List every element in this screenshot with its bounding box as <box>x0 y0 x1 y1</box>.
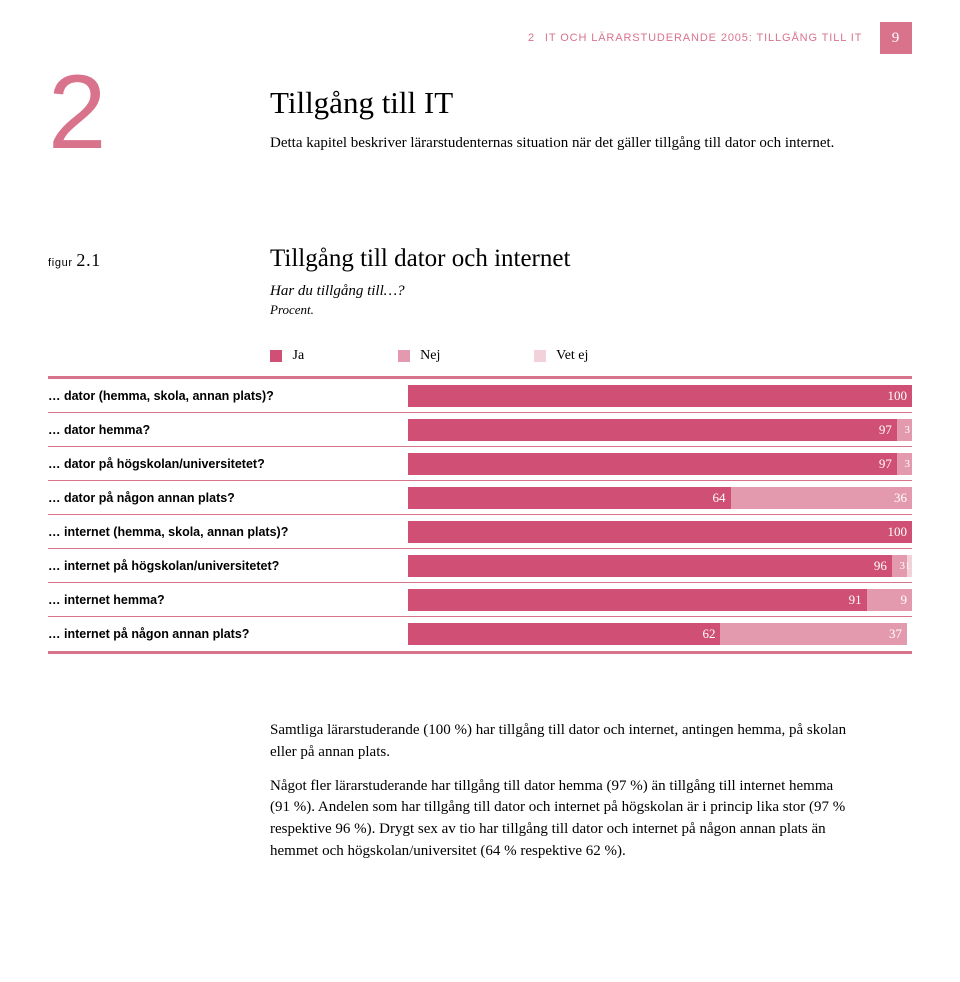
chart-row-label: … dator på högskolan/universitetet? <box>48 457 408 471</box>
chart-segment-ja: 97 <box>408 419 897 441</box>
chart-row: … internet på högskolan/universitetet?96… <box>48 549 912 583</box>
figure-question: Har du tillgång till…? <box>270 283 850 300</box>
figure-title: Tillgång till dator och internet <box>270 245 850 273</box>
chart-row-label: … dator hemma? <box>48 423 408 437</box>
chart-bar: 100 <box>408 521 912 543</box>
chart-row-label: … dator på någon annan plats? <box>48 491 408 505</box>
chart-bar: 973 <box>408 453 912 475</box>
chart-segment-ja: 62 <box>408 623 720 645</box>
chart-segment-ja: 91 <box>408 589 867 611</box>
legend-item-nej: Nej <box>398 348 444 363</box>
chart-row: … dator hemma?973 <box>48 413 912 447</box>
chapter-number: 2 <box>528 32 535 44</box>
legend-item-ja: Ja <box>270 348 308 363</box>
body-text: Samtliga lärarstuderande (100 %) har til… <box>270 720 850 875</box>
chart-row-label: … internet på högskolan/universitetet? <box>48 559 408 573</box>
chart-row: … dator (hemma, skola, annan plats)?100 <box>48 379 912 413</box>
chart-row: … internet (hemma, skola, annan plats)?1… <box>48 515 912 549</box>
section-title: Tillgång till IT <box>270 85 850 121</box>
bar-chart: … dator (hemma, skola, annan plats)?100…… <box>48 376 912 654</box>
legend-swatch-nej <box>398 350 410 362</box>
figure-label-prefix: figur <box>48 257 73 269</box>
chart-bar: 6237 <box>408 623 912 645</box>
chapter-running-title: IT OCH LÄRARSTUDERANDE 2005: TILLGÅNG TI… <box>545 32 862 44</box>
chart-bar: 9631 <box>408 555 912 577</box>
section-intro: Tillgång till IT Detta kapitel beskriver… <box>270 85 850 155</box>
chart-segment-vetej: 1 <box>907 555 912 577</box>
chart-segment-nej: 3 <box>897 453 912 475</box>
legend-swatch-vetej <box>534 350 546 362</box>
chart-segment-ja: 100 <box>408 521 912 543</box>
chart-segment-nej: 37 <box>720 623 906 645</box>
legend-item-vetej: Vet ej <box>534 348 589 363</box>
chart-row-label: … internet hemma? <box>48 593 408 607</box>
figure-header: Tillgång till dator och internet Har du … <box>270 245 850 318</box>
legend-label-vetej: Vet ej <box>556 348 588 363</box>
chart-row-label: … internet (hemma, skola, annan plats)? <box>48 525 408 539</box>
chart-segment-nej: 3 <box>897 419 912 441</box>
chart-row-label: … internet på någon annan plats? <box>48 627 408 641</box>
chart-segment-ja: 96 <box>408 555 892 577</box>
legend-label-nej: Nej <box>420 348 440 363</box>
chart-row: … dator på högskolan/universitetet?973 <box>48 447 912 481</box>
chart-bar: 100 <box>408 385 912 407</box>
chart-row: … internet hemma?919 <box>48 583 912 617</box>
chart-bar: 919 <box>408 589 912 611</box>
body-paragraph-2: Något fler lärarstuderande har tillgång … <box>270 776 850 863</box>
chart-row: … dator på någon annan plats?6436 <box>48 481 912 515</box>
page-number-box: 9 <box>880 22 912 54</box>
section-intro-text: Detta kapitel beskriver lärarstudenterna… <box>270 133 850 155</box>
chart-segment-ja: 64 <box>408 487 731 509</box>
chart-row-label: … dator (hemma, skola, annan plats)? <box>48 389 408 403</box>
chart-segment-nej: 3 <box>892 555 907 577</box>
chart-segment-ja: 97 <box>408 453 897 475</box>
chart-bar: 973 <box>408 419 912 441</box>
figure-legend: Ja Nej Vet ej <box>270 348 678 364</box>
chart-bar: 6436 <box>408 487 912 509</box>
chart-segment-nej: 9 <box>867 589 912 611</box>
legend-swatch-ja <box>270 350 282 362</box>
figure-label-number: 2.1 <box>76 250 100 270</box>
figure-label: figur 2.1 <box>48 250 101 271</box>
section-number-large: 2 <box>48 60 106 165</box>
running-head: 2 IT OCH LÄRARSTUDERANDE 2005: TILLGÅNG … <box>528 22 912 54</box>
legend-label-ja: Ja <box>293 348 305 363</box>
body-paragraph-1: Samtliga lärarstuderande (100 %) har til… <box>270 720 850 764</box>
chart-segment-nej: 36 <box>731 487 912 509</box>
chart-segment-ja: 100 <box>408 385 912 407</box>
figure-unit: Procent. <box>270 302 850 318</box>
chart-row: … internet på någon annan plats?6237 <box>48 617 912 651</box>
